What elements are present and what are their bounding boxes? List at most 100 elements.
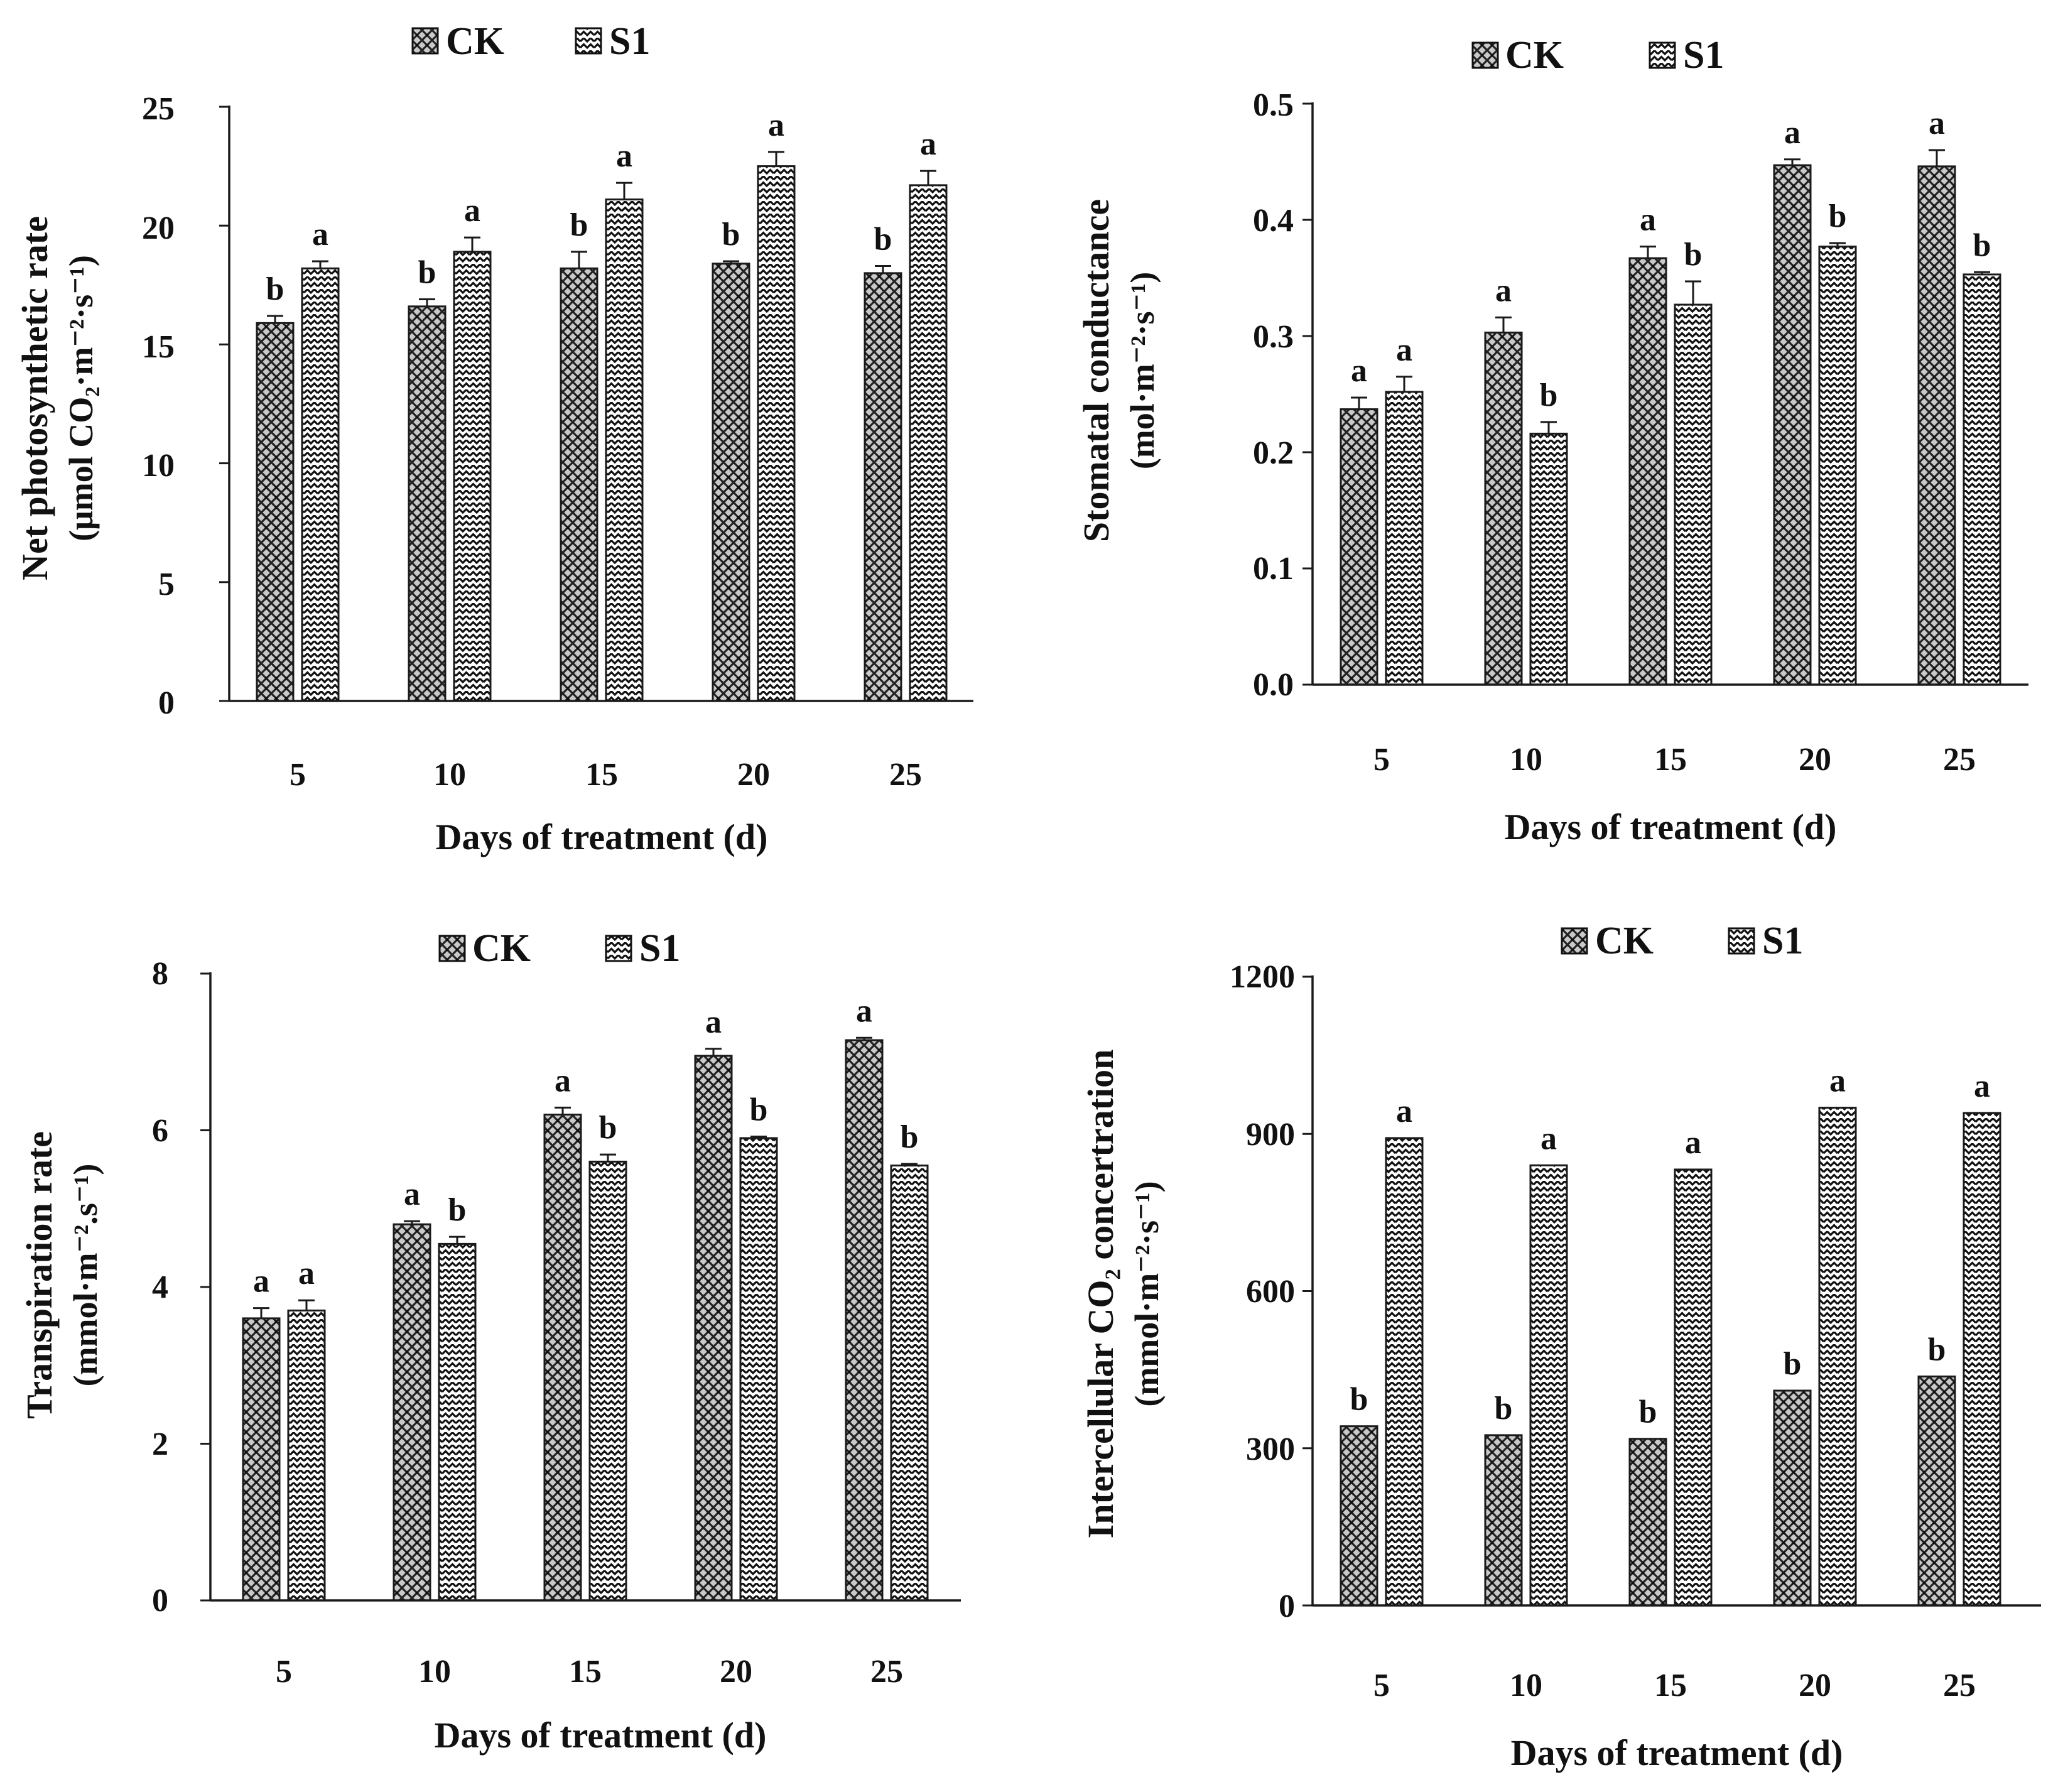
chart-stomatal-conductance: CK S1 Stomatal conductance (mol·m⁻²·s⁻¹)… — [1076, 34, 2028, 847]
significance-label-ck-day-5: b — [266, 271, 284, 307]
x-tick-label: 15 — [1654, 742, 1687, 778]
x-ticks: 5 10 15 20 25 — [290, 757, 922, 793]
y-axis-title-line1: Stomatal conductance — [1076, 199, 1117, 542]
y-ticks: 0.5 0.4 0.3 0.2 0.1 0.0 — [1253, 87, 1294, 703]
y-tick-label: 0.4 — [1253, 203, 1294, 239]
y-tick-label: 10 — [142, 448, 175, 484]
bar-s1-day-25 — [1963, 1112, 2001, 1607]
significance-label-ck-day-5: a — [1351, 353, 1367, 389]
bar-ck-day-20 — [694, 1055, 733, 1602]
bar-s1-day-10 — [438, 1242, 477, 1602]
x-tick-label: 20 — [1799, 742, 1831, 778]
bar-s1-day-15 — [588, 1160, 627, 1602]
legend-label-ck: CK — [1505, 34, 1564, 77]
significance-label-s1-day-10: b — [448, 1192, 467, 1228]
y-axis-title-line2: (mmol·m⁻²·s⁻¹) — [1128, 1181, 1166, 1406]
bar-s1-day-15 — [1674, 1168, 1713, 1607]
significance-label-ck-day-20: b — [1784, 1346, 1802, 1382]
y-ticks: 1200 900 600 300 0 — [1230, 959, 1295, 1624]
axes — [1302, 102, 2028, 686]
y-axis-title-line1: Intercellular CO₂ concertration — [1080, 1050, 1121, 1539]
y-tick-label: 15 — [142, 329, 175, 365]
bar-ck-day-15 — [543, 1114, 582, 1602]
y-axis-title: Stomatal conductance (mol·m⁻²·s⁻¹) — [1076, 199, 1161, 542]
y-tick-label: 0 — [1279, 1588, 1295, 1624]
x-ticks: 5 10 15 20 25 — [1373, 1668, 1976, 1703]
y-axis-title-line1: Net photosynthetic rate — [14, 216, 55, 580]
y-axis-title-line2: (mmol·m⁻².s⁻¹) — [67, 1164, 104, 1387]
bar-ck-day-15 — [560, 267, 598, 702]
legend: CK S1 — [1561, 920, 1803, 962]
legend: CK S1 — [1471, 34, 1724, 77]
legend-swatch-ck — [438, 935, 466, 962]
bar-s1-day-25 — [1963, 273, 2001, 686]
legend-swatch-ck — [1561, 927, 1588, 955]
significance-label-s1-day-15: a — [1685, 1125, 1701, 1161]
significance-label-ck-day-20: a — [705, 1004, 722, 1040]
y-tick-label: 2 — [152, 1426, 168, 1462]
x-tick-label: 25 — [870, 1654, 903, 1690]
significance-label-s1-day-5: a — [312, 217, 328, 253]
axes — [219, 106, 973, 702]
legend-label-s1: S1 — [1762, 920, 1803, 962]
bar-ck-day-5 — [1340, 408, 1378, 686]
y-tick-label: 0.1 — [1253, 551, 1294, 587]
bar-s1-day-10 — [1529, 1164, 1568, 1607]
axes — [1302, 975, 2041, 1607]
bar-s1-day-5 — [301, 267, 340, 702]
bar-s1-day-10 — [1529, 432, 1568, 686]
x-ticks: 5 10 15 20 25 — [1373, 742, 1976, 778]
legend-label-s1: S1 — [609, 20, 650, 63]
significance-label-ck-day-25: b — [1928, 1332, 1946, 1367]
bar-ck-day-5 — [256, 322, 295, 702]
chart-intercellular-co2: CK S1 Intercellular CO₂ concertration (m… — [1080, 920, 2041, 1773]
axes — [200, 972, 961, 1602]
legend: CK S1 — [438, 927, 680, 970]
significance-label-s1-day-10: a — [1540, 1121, 1557, 1156]
error-bars — [253, 1036, 918, 1318]
x-tick-label: 25 — [889, 757, 922, 793]
bar-ck-day-25 — [1917, 165, 1956, 686]
legend-label-s1: S1 — [1683, 34, 1724, 77]
x-tick-label: 20 — [737, 757, 770, 793]
y-tick-label: 0 — [158, 685, 175, 721]
x-axis-title: Days of treatment (d) — [435, 1715, 767, 1756]
legend-label-ck: CK — [472, 927, 531, 970]
bar-s1-day-20 — [1818, 246, 1857, 686]
significance-label-ck-day-15: b — [1639, 1394, 1657, 1430]
legend-label-ck: CK — [1595, 920, 1654, 962]
significance-label-ck-day-15: a — [555, 1063, 571, 1099]
y-axis-title: Intercellular CO₂ concertration (mmol·m⁻… — [1080, 1050, 1166, 1539]
y-tick-label: 0.5 — [1253, 87, 1294, 123]
bar-ck-day-25 — [864, 272, 902, 702]
chart-transpiration-rate: CK S1 Transpiration rate (mmol·m⁻².s⁻¹) … — [19, 927, 961, 1756]
bar-s1-day-5 — [287, 1309, 326, 1602]
significance-label-s1-day-15: b — [1684, 237, 1703, 273]
y-tick-label: 0.0 — [1253, 667, 1294, 703]
y-tick-label: 4 — [152, 1269, 168, 1305]
x-tick-label: 15 — [569, 1654, 602, 1690]
x-tick-label: 15 — [585, 757, 618, 793]
x-tick-label: 5 — [290, 757, 306, 793]
x-tick-label: 25 — [1943, 1668, 1976, 1703]
y-ticks: 25 20 15 10 5 0 — [142, 91, 175, 721]
x-axis-title: Days of treatment (d) — [1511, 1732, 1843, 1773]
significance-label-ck-day-15: a — [1640, 202, 1656, 238]
bar-s1-day-5 — [1385, 391, 1424, 686]
significance-label-ck-day-5: b — [1350, 1382, 1368, 1418]
significance-label-ck-day-10: a — [404, 1176, 420, 1212]
y-tick-label: 8 — [152, 956, 168, 992]
legend-swatch-s1 — [605, 935, 632, 962]
significance-label-ck-day-10: a — [1495, 273, 1512, 308]
legend: CK S1 — [411, 20, 650, 63]
significance-label-s1-day-5: a — [298, 1256, 315, 1291]
significance-label-s1-day-20: b — [1829, 198, 1847, 234]
x-axis-title: Days of treatment (d) — [1505, 806, 1837, 847]
bar-ck-day-10 — [393, 1223, 431, 1602]
error-bars — [1351, 149, 1990, 434]
y-axis-title-line1: Transpiration rate — [19, 1131, 60, 1419]
x-tick-label: 20 — [720, 1654, 752, 1690]
significance-label-s1-day-25: a — [1974, 1068, 1990, 1104]
